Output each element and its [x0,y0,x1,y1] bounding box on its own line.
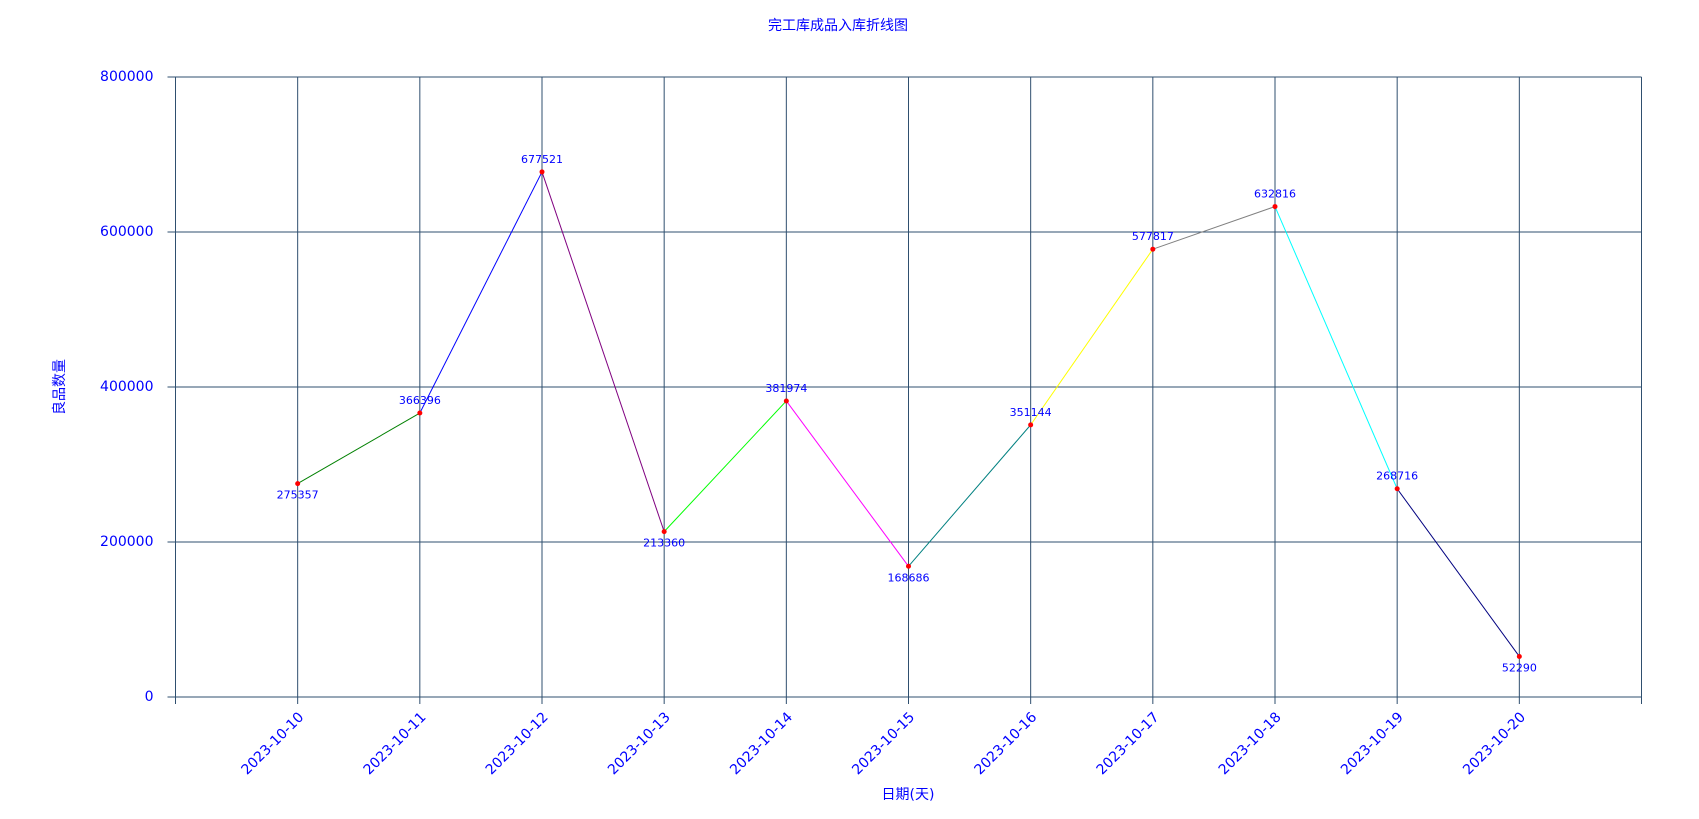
chart-title: 完工库成品入库折线图 [768,18,908,34]
line-segment [908,424,1032,567]
line-segment [1274,206,1398,489]
y-axis-label: 良品数量 [52,359,68,415]
data-label: 52290 [1502,661,1537,674]
x-tick-label: 2023-10-10 [238,709,307,778]
line-segment [541,171,665,532]
data-point [539,169,545,175]
data-label: 677521 [521,153,563,166]
line-segment [1152,206,1276,250]
x-axis-label: 日期(天) [882,787,935,803]
data-label: 381974 [765,382,807,395]
line-segment [419,171,543,414]
line-segment [663,400,787,532]
data-point [661,529,667,535]
x-tick-label: 2023-10-18 [1216,709,1285,778]
line-segment [1396,488,1520,657]
data-label: 268716 [1376,470,1418,483]
data-point [295,481,301,487]
data-point [783,398,789,404]
x-tick-label: 2023-10-12 [483,709,552,778]
data-point [417,410,423,416]
y-tick-label: 0 [145,689,154,705]
y-tick-label: 200000 [100,534,153,550]
x-tick-label: 2023-10-13 [605,709,674,778]
x-tick-label: 2023-10-20 [1460,709,1529,778]
line-segment [1030,248,1154,426]
data-point [1272,204,1278,210]
data-point [1028,422,1034,428]
data-point [906,563,911,569]
line-segment [297,412,421,485]
data-point [1150,246,1156,252]
x-tick-label: 2023-10-14 [727,709,796,778]
x-tick-label: 2023-10-11 [361,709,430,778]
y-tick-label: 400000 [100,379,153,395]
data-label: 577817 [1132,230,1174,243]
data-label: 168686 [888,571,930,584]
data-label: 351144 [1010,406,1052,419]
x-tick-label: 2023-10-15 [849,709,918,778]
y-tick-label: 600000 [100,224,153,240]
x-tick-label: 2023-10-19 [1338,709,1407,778]
x-tick-label: 2023-10-17 [1094,709,1163,778]
x-tick-label: 2023-10-16 [971,709,1040,778]
data-label: 275357 [277,489,319,502]
data-label: 366396 [399,394,441,407]
y-tick-label: 800000 [100,69,153,85]
data-point [1394,486,1400,492]
data-label: 213360 [643,537,685,550]
line-segment [785,400,909,567]
data-label: 632816 [1254,188,1296,201]
data-point [1516,653,1522,659]
